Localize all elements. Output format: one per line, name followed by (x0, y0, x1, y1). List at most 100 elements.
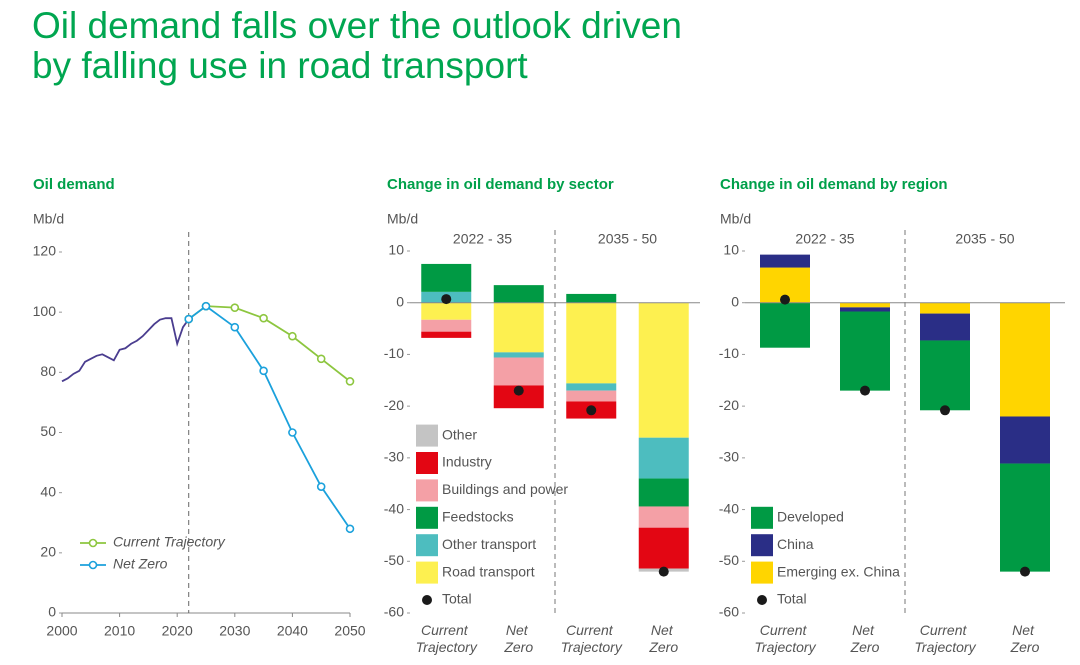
point (316, 354, 326, 364)
y-tick-label: -30 (384, 449, 404, 465)
legend-label: Current Trajectory (113, 534, 226, 550)
legend-swatch (416, 534, 438, 557)
x-tick-label: Current Trajectory (416, 622, 478, 655)
bar-segment (493, 352, 544, 358)
total-dot (658, 566, 669, 577)
point (259, 366, 268, 376)
bar-segment (760, 254, 810, 268)
legend-marker (88, 560, 98, 570)
y-tick-label: -20 (719, 397, 739, 413)
bar-segment (421, 331, 472, 338)
bar-segment (760, 302, 810, 348)
x-tick-label-line: Current (566, 622, 617, 638)
x-tick-label-line: Zero (648, 639, 678, 655)
legend-label: Industry (442, 454, 492, 470)
x-tick-label-line: Net (506, 622, 532, 638)
legend-swatch (416, 424, 438, 447)
point (230, 303, 240, 312)
y-tick-label: 20 (40, 544, 56, 560)
line (188, 305, 351, 383)
total-dot (780, 294, 790, 305)
x-tick-label: Current Trajectory (561, 622, 623, 655)
y-tick-label: 50 (40, 423, 56, 439)
bar-segment (493, 385, 544, 409)
y-tick-label: 0 (731, 293, 739, 309)
y-tick-label: -10 (384, 345, 404, 361)
x-tick-label: 2000 (46, 623, 77, 639)
chart-title: Change in oil demand by region (720, 176, 948, 193)
x-tick-label-line: Zero (850, 639, 880, 655)
y-tick-label: -60 (384, 604, 404, 620)
line (61, 317, 190, 383)
point (184, 314, 194, 324)
bar-segment (1000, 416, 1050, 464)
line (188, 305, 351, 530)
bar-segment (566, 293, 617, 303)
legend-label: Other (442, 426, 477, 442)
legend-label: Net Zero (113, 556, 168, 572)
y-axis-label: Mb/d (387, 211, 418, 227)
point (345, 524, 355, 534)
point (230, 322, 240, 332)
chart-title: Change in oil demand by sector (387, 176, 614, 193)
y-tick-label: -50 (719, 552, 739, 568)
bar-segment (840, 302, 890, 308)
x-tick-label-line: Current (760, 622, 811, 638)
y-tick-label: -60 (719, 604, 739, 620)
bar-segment (421, 302, 472, 320)
y-tick-label: 0 (396, 293, 404, 309)
total-dot (441, 294, 452, 305)
y-tick-label: -50 (384, 552, 404, 568)
legend-label: Other transport (442, 536, 536, 552)
legend-dot (757, 595, 767, 605)
page-title: Oil demand falls over the outlook driven (32, 5, 682, 46)
bar-segment (493, 302, 544, 353)
point (259, 313, 268, 323)
bar-segment (566, 302, 617, 384)
bar-segment (493, 285, 544, 303)
legend-swatch (751, 534, 773, 557)
group-label: 2035 - 50 (598, 231, 657, 247)
y-axis-label: Mb/d (720, 211, 751, 227)
x-tick-label: 2040 (277, 623, 308, 639)
legend-label: Total (777, 591, 807, 607)
group-label: 2022 - 35 (453, 231, 512, 247)
bar-segment (566, 390, 617, 402)
point (201, 301, 211, 311)
x-tick-label-line: Trajectory (561, 639, 623, 655)
point (345, 377, 355, 386)
x-tick-label: 2020 (162, 623, 193, 639)
y-axis-label: Mb/d (33, 211, 64, 227)
x-tick-label: Net Zero (850, 622, 880, 655)
bar-segment (566, 383, 617, 391)
y-tick-label: 10 (388, 242, 404, 258)
point (316, 482, 326, 491)
legend-label: Emerging ex. China (777, 563, 900, 579)
x-tick-label-line: Current (920, 622, 971, 638)
legend-label: Developed (777, 509, 844, 525)
bar-segment (840, 311, 890, 391)
legend-swatch (416, 479, 438, 502)
bar-segment (1000, 463, 1050, 572)
y-tick-label: 40 (40, 483, 56, 499)
legend-label: Total (442, 591, 472, 607)
total-dot (1020, 566, 1030, 577)
x-tick-label: Current Trajectory (914, 622, 976, 655)
point (288, 428, 297, 437)
x-tick-label-line: Zero (503, 639, 533, 655)
bar-segment (638, 478, 689, 507)
total-dot (513, 385, 524, 396)
x-tick-label: Net Zero (1010, 622, 1040, 655)
y-tick-label: 120 (33, 243, 57, 259)
legend-swatch (416, 452, 438, 474)
bar-segment (920, 313, 970, 341)
total-dot (860, 385, 870, 396)
group-label: 2035 - 50 (955, 231, 1014, 247)
bar-segment (840, 307, 890, 312)
total-dot (586, 405, 597, 416)
x-tick-label: Net Zero (503, 622, 533, 655)
bar-segment (920, 340, 970, 411)
x-tick-label-line: Current (421, 622, 472, 638)
legend-swatch (416, 561, 438, 584)
